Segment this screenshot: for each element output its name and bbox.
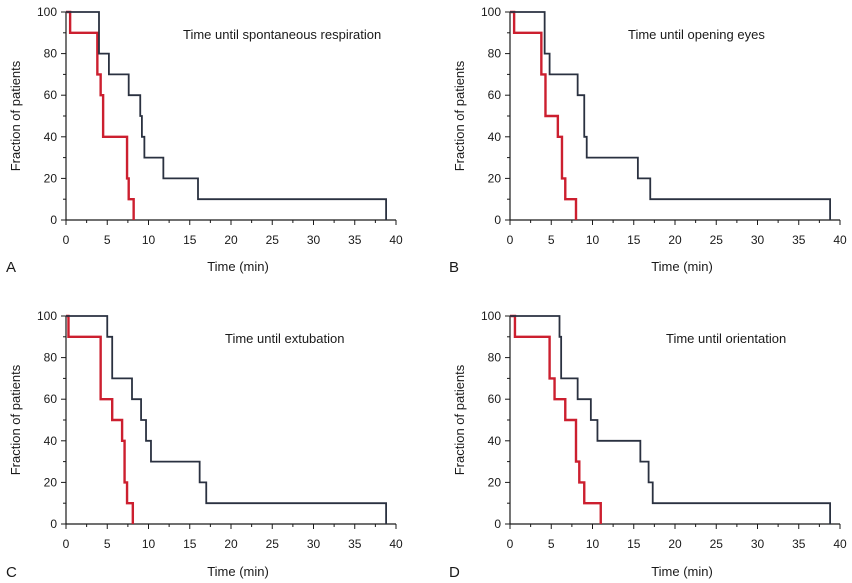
x-tick-label: 10 bbox=[142, 233, 156, 247]
series-line-red bbox=[510, 10, 578, 220]
y-axis-title: Fraction of patients bbox=[452, 60, 467, 171]
x-tick-label: 30 bbox=[751, 537, 765, 551]
y-tick-label: 80 bbox=[44, 351, 58, 365]
x-tick-label: 25 bbox=[710, 537, 724, 551]
x-tick-label: 15 bbox=[183, 233, 197, 247]
series-line-red bbox=[66, 10, 135, 220]
x-axis-title: Time (min) bbox=[651, 259, 713, 274]
panel-b: 0 5 10 15 20 25 30 35 40 0 20 40 60 80 100 Time until … bbox=[449, 5, 847, 276]
x-axis-title: Time (min) bbox=[207, 564, 269, 579]
panel-d: 0 5 10 15 20 25 30 35 40 0 20 40 60 80 100 Time until … bbox=[449, 309, 847, 581]
series-group bbox=[510, 10, 831, 220]
x-tick-label: 40 bbox=[833, 537, 847, 551]
x-tick-label: 5 bbox=[104, 537, 111, 551]
y-tick-label: 60 bbox=[44, 88, 58, 102]
panel-a: 0 5 10 15 20 25 30 35 40 0 20 40 60 80 100 Time until … bbox=[6, 5, 403, 276]
series-group bbox=[66, 314, 387, 524]
y-axis-title: Fraction of patients bbox=[8, 364, 23, 475]
x-tick-label: 30 bbox=[307, 537, 321, 551]
x-tick-label: 20 bbox=[668, 233, 682, 247]
series-group bbox=[66, 10, 387, 220]
y-tick-label: 0 bbox=[494, 213, 501, 227]
x-tick-label: 0 bbox=[507, 537, 514, 551]
y-tick-label: 100 bbox=[481, 309, 501, 323]
x-tick-label: 5 bbox=[104, 233, 111, 247]
series-line-red bbox=[510, 314, 602, 524]
x-tick-label: 35 bbox=[348, 233, 362, 247]
tick-group: 0 5 10 15 20 25 30 35 40 0 20 40 60 80 100 bbox=[481, 5, 847, 247]
x-tick-label: 30 bbox=[307, 233, 321, 247]
x-tick-label: 40 bbox=[389, 233, 403, 247]
series-line-red bbox=[66, 314, 135, 524]
x-tick-label: 10 bbox=[586, 233, 600, 247]
panel-title: Time until opening eyes bbox=[628, 27, 765, 42]
y-tick-label: 60 bbox=[488, 88, 502, 102]
panel-letter: D bbox=[449, 564, 460, 581]
x-tick-label: 20 bbox=[224, 537, 238, 551]
y-tick-label: 20 bbox=[488, 475, 502, 489]
y-tick-label: 40 bbox=[488, 434, 502, 448]
y-tick-label: 0 bbox=[494, 517, 501, 531]
y-tick-label: 40 bbox=[488, 130, 502, 144]
y-tick-label: 20 bbox=[488, 171, 502, 185]
x-axis-title: Time (min) bbox=[207, 259, 269, 274]
x-tick-label: 5 bbox=[548, 537, 555, 551]
panel-c: 0 5 10 15 20 25 30 35 40 0 20 40 60 80 100 Time until … bbox=[6, 309, 403, 581]
x-tick-label: 5 bbox=[548, 233, 555, 247]
y-tick-label: 60 bbox=[44, 392, 58, 406]
x-tick-label: 0 bbox=[63, 233, 70, 247]
x-tick-label: 25 bbox=[710, 233, 724, 247]
panel-title: Time until orientation bbox=[666, 331, 786, 346]
panel-title: Time until spontaneous respiration bbox=[183, 27, 381, 42]
x-tick-label: 20 bbox=[224, 233, 238, 247]
x-tick-label: 40 bbox=[389, 537, 403, 551]
y-tick-label: 20 bbox=[44, 171, 58, 185]
x-tick-label: 25 bbox=[266, 233, 280, 247]
x-tick-label: 10 bbox=[142, 537, 156, 551]
y-tick-label: 80 bbox=[488, 351, 502, 365]
x-tick-label: 35 bbox=[348, 537, 362, 551]
x-tick-label: 10 bbox=[586, 537, 600, 551]
y-tick-label: 60 bbox=[488, 392, 502, 406]
x-tick-label: 15 bbox=[627, 537, 641, 551]
x-tick-label: 15 bbox=[183, 537, 197, 551]
series-line-dark bbox=[510, 11, 831, 220]
y-tick-label: 100 bbox=[481, 5, 501, 19]
x-tick-label: 35 bbox=[792, 233, 806, 247]
y-tick-label: 0 bbox=[50, 517, 57, 531]
y-tick-label: 80 bbox=[44, 47, 58, 61]
x-tick-label: 30 bbox=[751, 233, 765, 247]
tick-group: 0 5 10 15 20 25 30 35 40 0 20 40 60 80 100 bbox=[37, 309, 403, 551]
tick-group: 0 5 10 15 20 25 30 35 40 0 20 40 60 80 100 bbox=[481, 309, 847, 551]
panel-letter: A bbox=[6, 259, 16, 276]
panel-letter: B bbox=[449, 259, 459, 276]
y-tick-label: 100 bbox=[37, 309, 57, 323]
y-tick-label: 40 bbox=[44, 434, 58, 448]
panel-title: Time until extubation bbox=[225, 331, 344, 346]
x-tick-label: 0 bbox=[507, 233, 514, 247]
x-tick-label: 0 bbox=[63, 537, 70, 551]
series-line-dark bbox=[510, 315, 831, 524]
panel-letter: C bbox=[6, 564, 17, 581]
y-tick-label: 0 bbox=[50, 213, 57, 227]
x-tick-label: 35 bbox=[792, 537, 806, 551]
x-tick-label: 15 bbox=[627, 233, 641, 247]
x-tick-label: 25 bbox=[266, 537, 280, 551]
y-axis-title: Fraction of patients bbox=[8, 60, 23, 171]
x-axis-title: Time (min) bbox=[651, 564, 713, 579]
y-tick-label: 20 bbox=[44, 475, 58, 489]
series-line-dark bbox=[66, 11, 387, 220]
x-tick-label: 20 bbox=[668, 537, 682, 551]
y-axis-title: Fraction of patients bbox=[452, 364, 467, 475]
y-tick-label: 40 bbox=[44, 130, 58, 144]
x-tick-label: 40 bbox=[833, 233, 847, 247]
y-tick-label: 80 bbox=[488, 47, 502, 61]
tick-group: 0 5 10 15 20 25 30 35 40 0 20 40 60 80 100 bbox=[37, 5, 403, 247]
y-tick-label: 100 bbox=[37, 5, 57, 19]
series-group bbox=[510, 314, 831, 524]
series-line-dark bbox=[66, 315, 387, 524]
